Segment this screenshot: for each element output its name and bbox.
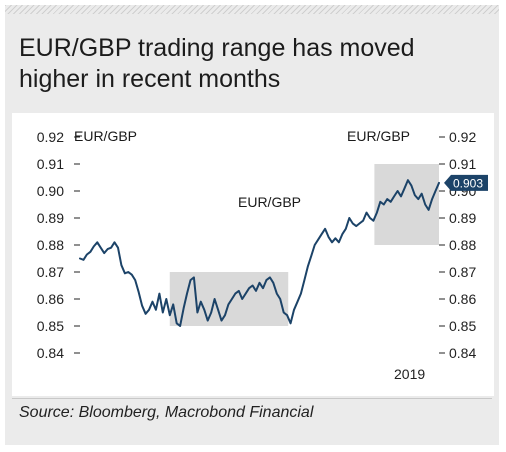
left-tick-label: 0.92 bbox=[37, 129, 64, 145]
header-hatch bbox=[5, 5, 499, 14]
left-tick-label: 0.87 bbox=[37, 264, 64, 280]
left-tick-label: 0.85 bbox=[37, 318, 64, 334]
x-year-label: 2019 bbox=[394, 366, 425, 382]
left-tick-label: 0.89 bbox=[37, 210, 64, 226]
last-value-marker: 0.903 bbox=[444, 174, 488, 191]
right-tick-label: 0.91 bbox=[449, 156, 476, 172]
right-axis-label: EUR/GBP bbox=[347, 128, 410, 144]
chart-card: EUR/GBP trading range has moved higher i… bbox=[5, 5, 499, 445]
right-tick-label: 0.84 bbox=[449, 345, 476, 361]
left-tick-label: 0.88 bbox=[37, 237, 64, 253]
source-note: Source: Bloomberg, Macrobond Financial bbox=[19, 404, 314, 421]
series-line-eurgbp bbox=[79, 179, 440, 327]
right-tick-label: 0.88 bbox=[449, 237, 476, 253]
line-chart: 0.92 0.920.91 0.910.90 0.900.89 0.890.88 0.88… bbox=[37, 128, 488, 382]
right-tick-label: 0.86 bbox=[449, 291, 476, 307]
axes: 0.92 0.920.91 0.910.90 0.900.89 0.890.88 0.88… bbox=[37, 129, 477, 361]
right-tick-label: 0.87 bbox=[449, 264, 476, 280]
range-boxes bbox=[169, 164, 439, 326]
right-tick-label: 0.85 bbox=[449, 318, 476, 334]
right-tick-label: 0.89 bbox=[449, 210, 476, 226]
right-tick-label: 0.92 bbox=[449, 129, 476, 145]
last-value-label: 0.903 bbox=[453, 176, 483, 190]
left-axis-label: EUR/GBP bbox=[74, 128, 137, 144]
chart-title: EUR/GBP trading range has moved higher i… bbox=[19, 34, 415, 93]
plot-panel: 0.92 0.92 0.91 0.91 0.90 0.90 0.89 0.89 0.88 0.88… bbox=[12, 113, 494, 396]
range-box-2 bbox=[374, 164, 439, 245]
series-label: EUR/GBP bbox=[238, 194, 301, 210]
left-tick-label: 0.84 bbox=[37, 345, 64, 361]
source-divider bbox=[12, 398, 492, 399]
left-tick-label: 0.86 bbox=[37, 291, 64, 307]
left-tick-label: 0.90 bbox=[37, 183, 64, 199]
last-value-flag bbox=[444, 174, 488, 191]
left-tick-label: 0.91 bbox=[37, 156, 64, 172]
